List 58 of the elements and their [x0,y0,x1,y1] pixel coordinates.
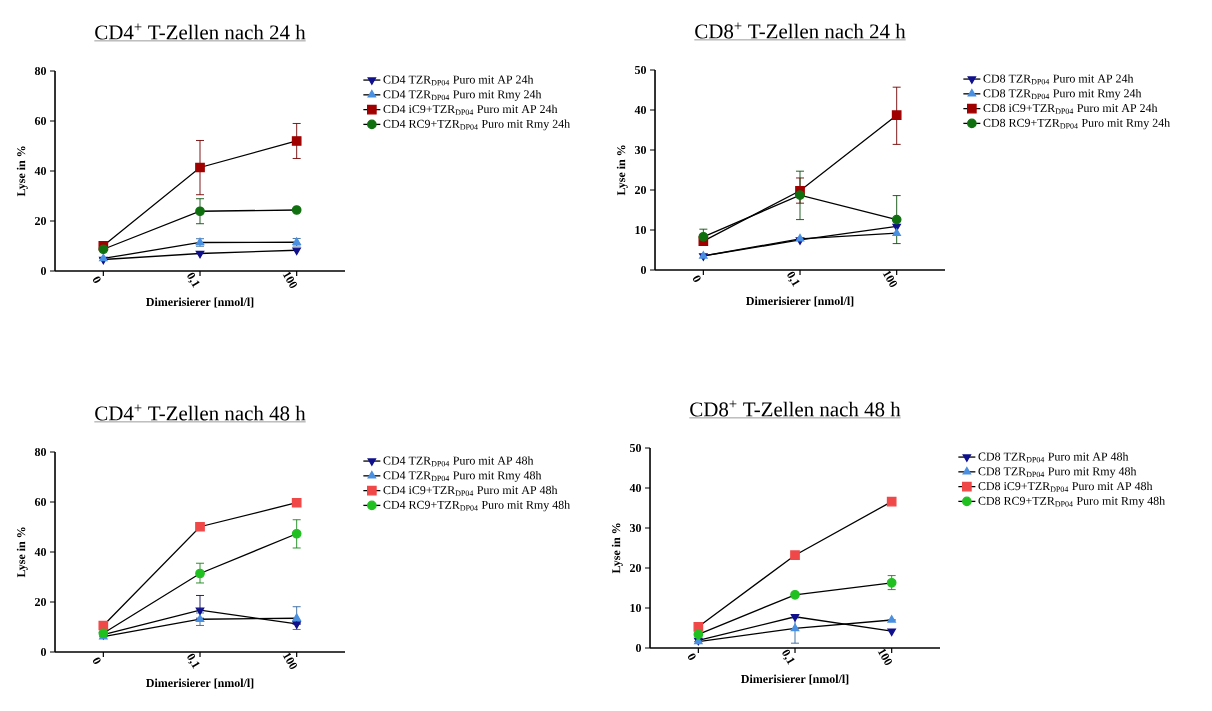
x-tick-label: 0,1 [187,653,200,669]
y-axis-title: Lyse in % [16,527,28,578]
legend-label: CD4 RC9+TZR$_{DP04}$ Puro mit Rmy 48h [383,500,570,512]
legend-label: CD8 iC9+TZR$_{DP04}$ Puro mit AP 48h [978,481,1153,492]
legend-label: CD4 RC9+TZR$_{DP04}$ Puro mit Rmy 24h [383,119,570,131]
legend-label: CD4 iC9+TZR$_{DP04}$ Puro mit AP 48h [383,485,558,496]
chart-title: CD4$^{+}$ T-Zellen nach 24 h [95,23,306,40]
y-tick-label: 40 [634,105,647,115]
y-tick-label: 20 [635,185,647,195]
legend-label: CD4 TZR$_{DP04}$ Puro mit AP 48h [383,456,534,467]
y-tick-label: 80 [34,66,47,76]
x-tick-label: 0 [687,653,696,660]
y-tick-label: 20 [630,563,642,573]
y-tick-label: 40 [629,483,642,493]
chart-title: CD4$^{+}$ T-Zellen nach 48 h [95,404,306,421]
x-axis-title: Dimerisierer [nmol/l] [146,297,254,308]
x-tick-label: 100 [882,270,897,288]
y-axis-title: Lyse in % [616,145,628,196]
y-tick-label: 40 [34,166,47,176]
x-tick-label: 0 [92,657,101,664]
x-tick-label: 0 [92,276,101,283]
x-tick-label: 0,1 [787,271,800,287]
y-tick-label: 80 [34,447,47,457]
y-axis-title: Lyse in % [16,146,28,197]
legend-label: CD4 TZR$_{DP04}$ Puro mit Rmy 48h [383,470,542,482]
legend-label: CD4 TZR$_{DP04}$ Puro mit Rmy 24h [383,89,542,101]
x-tick-label: 0,1 [187,272,200,288]
y-tick-label: 60 [34,497,47,507]
x-tick-label: 0,1 [782,649,795,665]
y-axis-title: Lyse in % [611,523,623,574]
legend-label: CD4 TZR$_{DP04}$ Puro mit AP 24h [383,75,534,86]
y-tick-label: 40 [34,547,47,557]
x-tick-label: 100 [877,648,892,666]
legend-label: CD8 RC9+TZR$_{DP04}$ Puro mit Rmy 48h [978,496,1165,508]
chart-title: CD8$^{+}$ T-Zellen nach 48 h [690,400,901,417]
x-tick-label: 0 [692,275,701,282]
legend-label: CD8 RC9+TZR$_{DP04}$ Puro mit Rmy 24h [983,118,1170,130]
x-tick-label: 100 [282,652,297,670]
legend-label: CD8 iC9+TZR$_{DP04}$ Puro mit AP 24h [983,103,1158,114]
x-axis-title: Dimerisierer [nmol/l] [146,678,254,689]
x-axis-title: Dimerisierer [nmol/l] [746,296,854,307]
legend-label: CD8 TZR$_{DP04}$ Puro mit AP 24h [983,74,1134,85]
chart-title: CD8$^{+}$ T-Zellen nach 24 h [695,22,906,39]
legend-label: CD8 TZR$_{DP04}$ Puro mit AP 48h [978,452,1129,463]
x-tick-label: 100 [282,271,297,289]
y-tick-label: 50 [635,65,647,75]
y-tick-label: 30 [629,523,642,533]
legend-label: CD8 TZR$_{DP04}$ Puro mit Rmy 48h [978,466,1137,478]
y-tick-label: 10 [630,603,642,613]
legend-label: CD8 TZR$_{DP04}$ Puro mit Rmy 24h [983,88,1142,100]
y-tick-label: 50 [630,443,642,453]
y-tick-label: 20 [35,216,47,226]
y-tick-label: 60 [34,116,47,126]
legend-label: CD4 iC9+TZR$_{DP04}$ Puro mit AP 24h [383,104,558,115]
x-axis-title: Dimerisierer [nmol/l] [741,674,849,685]
y-tick-label: 10 [635,225,647,235]
y-tick-label: 20 [35,597,47,607]
y-tick-label: 30 [634,145,647,155]
